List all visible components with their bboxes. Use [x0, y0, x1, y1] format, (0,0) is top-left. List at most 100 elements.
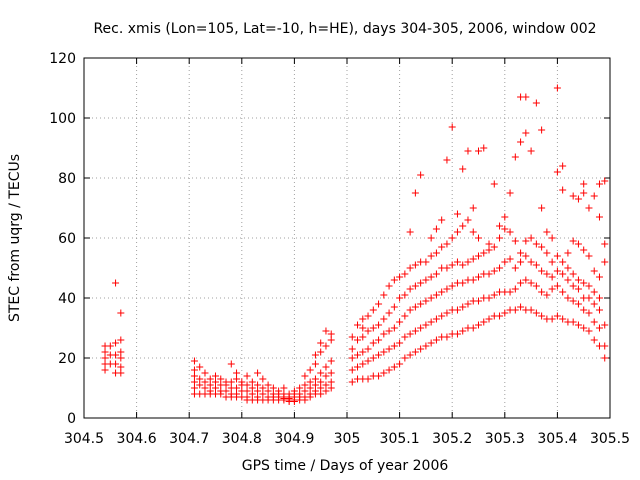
data-point — [112, 351, 120, 359]
x-tick-label: 304.8 — [222, 431, 262, 447]
data-point — [369, 339, 377, 347]
data-point — [248, 384, 256, 392]
data-point — [401, 270, 409, 278]
data-point — [406, 306, 414, 314]
grid-lines — [84, 58, 610, 418]
data-point — [559, 186, 567, 194]
data-point — [517, 258, 525, 266]
data-point — [212, 372, 219, 380]
data-point — [296, 384, 304, 392]
data-point — [522, 93, 530, 101]
data-point — [243, 381, 251, 389]
data-point — [306, 378, 314, 386]
data-point — [301, 387, 309, 395]
data-point — [417, 300, 425, 308]
data-point — [406, 351, 414, 359]
data-point — [564, 276, 572, 284]
data-point — [601, 354, 609, 362]
x-tick-labels: 304.5 304.6 304.7 304.8 304.9 305 305.1 305.2 30… — [64, 431, 630, 447]
data-point — [538, 267, 546, 275]
data-point — [406, 330, 414, 338]
data-point — [254, 387, 262, 395]
data-point — [406, 264, 414, 272]
data-point — [380, 330, 388, 338]
data-point — [443, 156, 451, 164]
data-point — [411, 327, 419, 335]
data-point — [301, 381, 309, 389]
data-point — [417, 345, 425, 353]
data-point — [543, 270, 551, 278]
data-points — [101, 84, 609, 405]
data-point — [364, 312, 372, 320]
x-tick-label: 305.2 — [432, 431, 472, 447]
data-point — [101, 366, 109, 374]
data-point — [390, 303, 398, 311]
data-point — [438, 288, 446, 296]
data-point — [427, 234, 435, 242]
data-point — [117, 354, 125, 362]
data-point — [580, 306, 588, 314]
data-point — [475, 273, 482, 281]
data-point — [243, 387, 251, 395]
data-point — [585, 204, 593, 212]
y-tick-label: 80 — [58, 171, 76, 187]
y-axis-label: STEC from uqrg / TECUs — [7, 154, 23, 322]
data-point — [269, 384, 277, 392]
data-point — [548, 258, 556, 266]
data-point — [511, 306, 519, 314]
data-point — [359, 315, 367, 323]
data-point — [490, 267, 498, 275]
data-point — [375, 372, 383, 380]
data-point — [354, 363, 362, 371]
data-point — [354, 321, 362, 329]
data-point — [380, 348, 388, 356]
data-point — [201, 369, 209, 377]
data-point — [543, 249, 551, 257]
data-point — [574, 276, 582, 284]
data-point — [196, 381, 204, 389]
data-point — [443, 309, 451, 317]
data-point — [422, 258, 430, 266]
data-point — [469, 276, 477, 284]
data-point — [517, 279, 525, 287]
data-point — [348, 378, 356, 386]
data-point — [264, 381, 272, 389]
data-point — [364, 357, 372, 365]
data-point — [595, 213, 603, 221]
x-tick-label: 305.4 — [537, 431, 577, 447]
data-point — [396, 273, 404, 281]
data-point — [322, 342, 330, 350]
data-point — [480, 249, 488, 257]
data-point — [438, 312, 446, 320]
data-point — [564, 264, 572, 272]
data-point — [196, 375, 204, 383]
data-point — [601, 240, 609, 248]
data-point — [532, 282, 540, 290]
data-point — [569, 318, 577, 326]
data-point — [359, 360, 367, 368]
data-point — [459, 222, 467, 230]
data-point — [443, 333, 451, 341]
data-point — [417, 279, 425, 287]
data-point — [438, 243, 446, 251]
data-point — [311, 360, 319, 368]
data-point — [354, 336, 362, 344]
data-point — [101, 354, 109, 362]
data-point — [117, 363, 125, 371]
data-point — [432, 225, 440, 233]
y-tick-label: 40 — [58, 291, 76, 307]
data-point — [296, 390, 304, 398]
data-point — [322, 363, 330, 371]
data-point — [348, 366, 356, 374]
data-point — [348, 345, 356, 353]
data-point — [553, 312, 561, 320]
data-point — [317, 348, 325, 356]
data-point — [569, 282, 577, 290]
data-point — [538, 126, 546, 134]
data-point — [375, 351, 383, 359]
data-point — [396, 318, 404, 326]
data-point — [317, 339, 325, 347]
data-point — [506, 288, 514, 296]
data-point — [517, 138, 525, 146]
y-tick-label: 0 — [67, 411, 76, 427]
